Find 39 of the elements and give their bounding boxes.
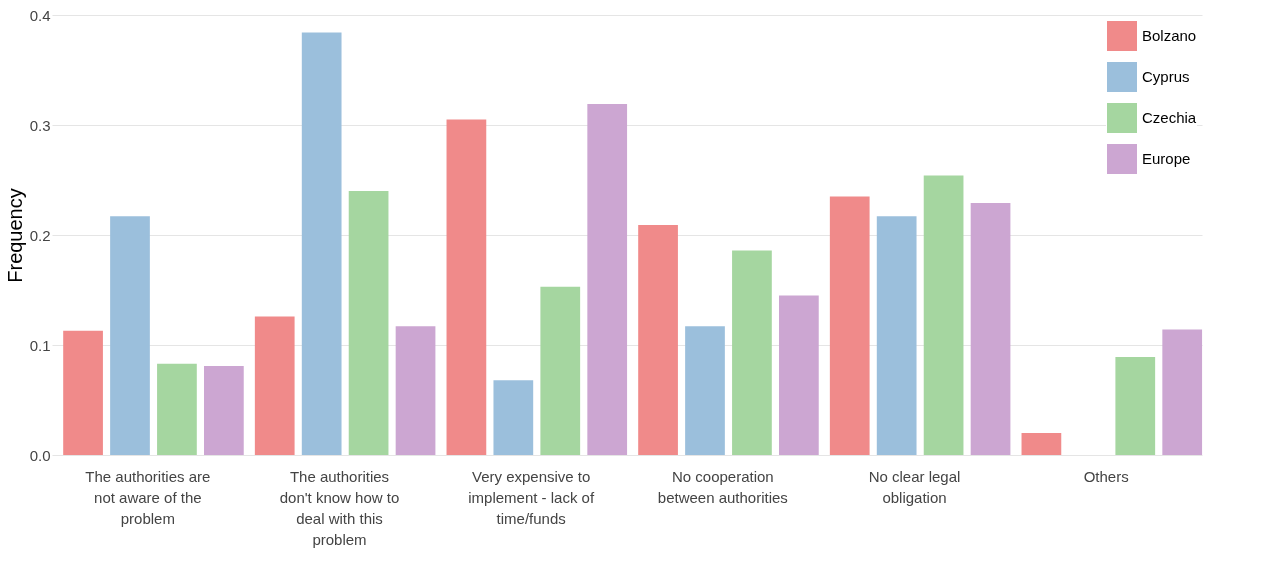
y-axis-title: Frequency <box>3 188 26 283</box>
bar <box>923 175 964 455</box>
bar <box>1115 357 1156 455</box>
bar <box>204 365 244 455</box>
bar <box>970 203 1011 455</box>
bar <box>301 32 342 455</box>
x-tick-label: No cooperation between authorities <box>657 467 788 506</box>
bar <box>1162 329 1203 455</box>
bar <box>685 326 725 455</box>
bar <box>876 216 917 455</box>
x-tick-label: Others <box>1083 467 1129 485</box>
legend-label: Cyprus <box>1142 68 1190 85</box>
x-tick-label: The authorities don't know how to deal with this problem <box>279 467 400 548</box>
bar <box>493 380 534 455</box>
bar <box>779 295 819 455</box>
bar <box>829 196 870 455</box>
bar <box>348 191 389 455</box>
x-tick-label: No clear legal obligation <box>868 467 961 506</box>
bar <box>110 216 150 455</box>
bar <box>63 330 103 455</box>
bar <box>587 104 628 455</box>
bar <box>638 225 678 455</box>
y-tick-label: 0.1 <box>29 336 51 354</box>
bar <box>254 316 295 455</box>
bar <box>395 326 436 455</box>
legend-label: Czechia <box>1142 109 1197 126</box>
bar <box>1021 433 1062 455</box>
y-tick-label: 0.0 <box>29 446 51 464</box>
y-tick-label: 0.4 <box>29 6 51 24</box>
y-tick-label: 0.3 <box>29 116 51 134</box>
y-tick-label: 0.2 <box>29 226 51 244</box>
x-tick-label: The authorities are not aware of the problem <box>85 467 211 527</box>
bar <box>540 286 581 455</box>
x-tick-label: Very expensive to implement - lack of time/funds <box>468 467 595 527</box>
bar <box>732 250 772 455</box>
bar <box>446 119 487 455</box>
legend-label: Bolzano <box>1142 27 1197 44</box>
bar <box>157 363 197 455</box>
legend-label: Europe <box>1142 150 1191 167</box>
